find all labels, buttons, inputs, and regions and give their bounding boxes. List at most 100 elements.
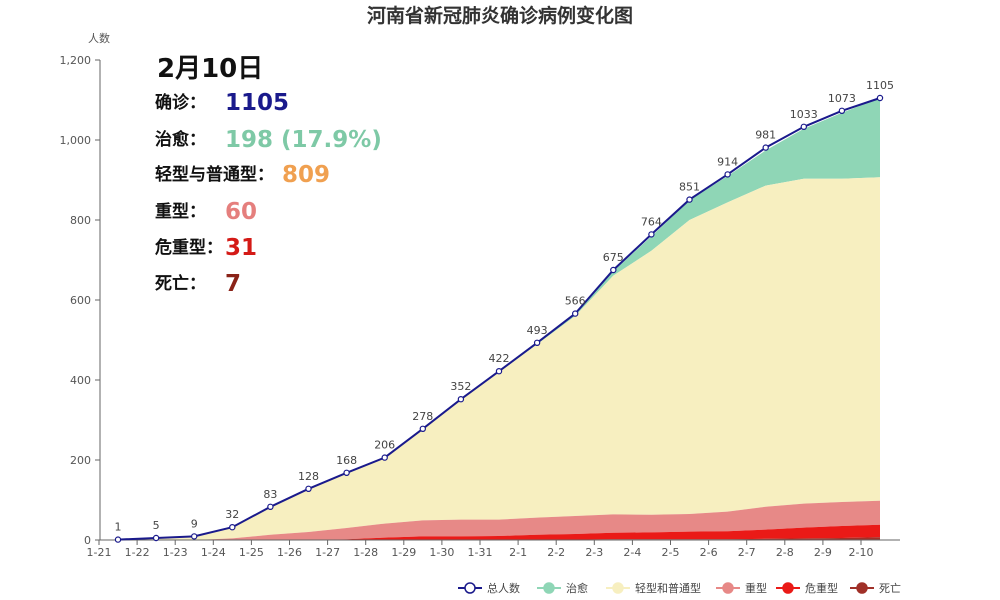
- x-tick-label: 2-6: [700, 546, 718, 559]
- y-axis-unit: 人数: [88, 32, 110, 45]
- legend-label: 总人数: [487, 581, 520, 595]
- x-tick-label: 2-8: [776, 546, 794, 559]
- x-tick-label: 1-30: [429, 546, 454, 559]
- info-label: 轻型与普通型：: [155, 164, 274, 185]
- legend-label: 死亡: [879, 581, 901, 595]
- info-value: 198 (17.9%): [225, 127, 382, 153]
- data-label: 851: [679, 181, 700, 194]
- x-tick-label: 2-10: [849, 546, 874, 559]
- data-point: [838, 107, 846, 115]
- legend-marker: [612, 582, 624, 594]
- info-value: 60: [225, 199, 257, 225]
- data-label: 493: [527, 324, 548, 337]
- info-label: 治愈：: [155, 129, 206, 150]
- legend-marker: [782, 582, 794, 594]
- legend-item[interactable]: 重型: [716, 581, 767, 595]
- x-tick-label: 1-27: [315, 546, 340, 559]
- data-point: [686, 196, 693, 203]
- data-label: 675: [603, 251, 624, 264]
- x-tick-label: 1-26: [277, 546, 302, 559]
- data-label: 32: [225, 508, 239, 521]
- area-治愈: [118, 98, 880, 540]
- y-tick-label: 1,200: [60, 54, 92, 67]
- data-point: [724, 171, 731, 178]
- x-tick-label: 1-23: [163, 546, 188, 559]
- x-tick-label: 2-4: [623, 546, 641, 559]
- x-tick-label: 2-1: [509, 546, 527, 559]
- area-轻型和普通型: [118, 177, 880, 540]
- legend-marker: [464, 582, 476, 594]
- y-tick-label: 600: [70, 294, 91, 307]
- x-tick-label: 1-25: [239, 546, 264, 559]
- data-label: 981: [755, 129, 776, 142]
- y-tick-label: 800: [70, 214, 91, 227]
- data-label: 9: [191, 517, 198, 530]
- y-tick-label: 200: [70, 454, 91, 467]
- x-tick-label: 2-7: [738, 546, 756, 559]
- legend-marker: [543, 582, 555, 594]
- y-tick-label: 400: [70, 374, 91, 387]
- data-point: [381, 454, 388, 461]
- legend-label: 危重型: [805, 581, 838, 595]
- data-point: [190, 533, 198, 540]
- legend-label: 治愈: [566, 581, 588, 595]
- x-tick-label: 2-5: [662, 546, 680, 559]
- data-label: 566: [565, 295, 586, 308]
- data-point: [343, 469, 350, 476]
- data-point: [305, 485, 312, 492]
- info-panel: 2月10日 确诊： 1105 治愈： 198 (17.9%) 轻型与普通型： 809 重型：…: [154, 54, 382, 297]
- legend-item[interactable]: 死亡: [850, 581, 901, 595]
- area-重型: [118, 500, 880, 540]
- info-label: 重型：: [155, 201, 206, 222]
- data-point: [876, 94, 884, 102]
- data-point: [152, 534, 160, 542]
- legend-item[interactable]: 危重型: [776, 581, 838, 595]
- data-label: 278: [412, 410, 433, 423]
- x-tick-label: 1-28: [353, 546, 378, 559]
- data-label: 914: [717, 155, 738, 168]
- x-tick-label: 1-22: [125, 546, 150, 559]
- data-point: [267, 503, 274, 510]
- x-axis: 1-21 1-22 1-23 1-24 1-25 1-26 1-27 1-28 1-29 1-30…: [87, 539, 900, 559]
- data-point: [419, 425, 426, 432]
- data-label: 1: [115, 521, 122, 534]
- x-tick-label: 1-29: [391, 546, 416, 559]
- data-label: 5: [153, 519, 160, 532]
- data-points: [114, 94, 884, 543]
- data-point: [610, 266, 617, 274]
- data-label: 168: [336, 454, 357, 467]
- legend-label: 轻型和普通型: [635, 581, 701, 595]
- legend-marker: [722, 582, 734, 594]
- legend[interactable]: 总人数 治愈 轻型和普通型 重型 危重型 死亡: [458, 581, 901, 595]
- legend-item[interactable]: 治愈: [537, 581, 588, 595]
- data-label: 83: [263, 488, 277, 501]
- data-label: 1033: [790, 108, 818, 121]
- x-tick-label: 2-3: [585, 546, 603, 559]
- data-label: 352: [450, 380, 471, 393]
- x-tick-label: 2-2: [547, 546, 565, 559]
- legend-label: 重型: [745, 581, 767, 595]
- chart-title: 河南省新冠肺炎确诊病例变化图: [367, 4, 633, 27]
- legend-item[interactable]: 轻型和普通型: [606, 581, 701, 595]
- data-label: 422: [489, 352, 510, 365]
- data-point: [229, 524, 236, 531]
- info-value: 7: [225, 271, 241, 297]
- data-point: [572, 310, 579, 317]
- info-label: 危重型：: [154, 237, 223, 258]
- data-labels: 1 5 9 32 83 128 168 206 278 352 422 493 566 675 764 851…: [115, 79, 895, 534]
- data-label: 1073: [828, 92, 856, 105]
- x-tick-label: 1-24: [201, 546, 226, 559]
- info-value: 1105: [225, 90, 289, 116]
- x-tick-label: 1-21: [87, 546, 112, 559]
- legend-marker: [856, 582, 868, 594]
- area-layers: [118, 98, 880, 540]
- data-point: [762, 144, 769, 151]
- y-axis: 0 200 400 600 800 1,000 1,200: [60, 54, 101, 547]
- info-value: 809: [282, 162, 330, 188]
- area-死亡: [118, 537, 880, 540]
- legend-item[interactable]: 总人数: [458, 581, 520, 595]
- data-label: 128: [298, 470, 319, 483]
- info-value: 31: [225, 235, 257, 261]
- data-point: [533, 339, 541, 346]
